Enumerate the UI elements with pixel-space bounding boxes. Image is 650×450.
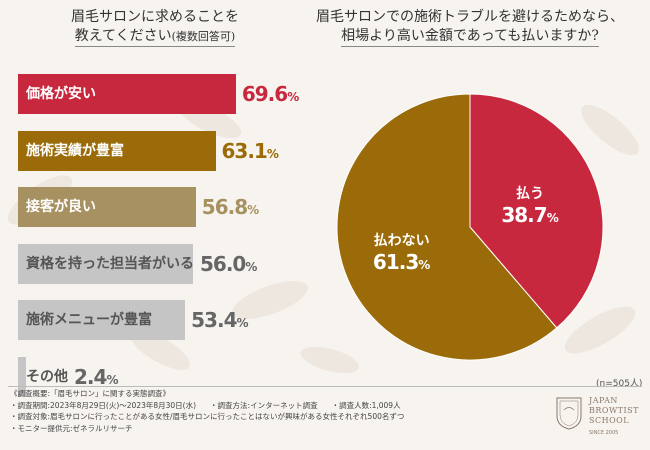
bar-category-label: 資格を持った担当者がいる <box>26 255 194 272</box>
bar-category-label: 施術実績が豊富 <box>26 142 124 159</box>
crest-emblem-icon <box>556 397 582 430</box>
pie-slice-name: 払わない <box>373 233 430 250</box>
pie-slice-value: 38.7% <box>501 202 559 227</box>
left-question-line2: 教えてください <box>74 28 172 44</box>
survey-provider: ・モニター提供元:ゼネラルリサーチ <box>10 423 133 433</box>
right-question-line1: 眉毛サロンでの施術トラブルを避けるためなら、 <box>316 9 624 25</box>
sample-size-note: (n=505人) <box>596 379 643 389</box>
bar-value-label: 2.4% <box>74 364 119 389</box>
pie-slice-name: 払う <box>516 185 545 202</box>
logo-line3: SCHOOL <box>589 416 630 425</box>
left-question: 眉毛サロンに求めることを 教えてください(複数回答可) <box>30 8 280 47</box>
logo-since: SINCE 2005 <box>589 430 619 436</box>
bar <box>18 300 186 340</box>
right-question: 眉毛サロンでの施術トラブルを避けるためなら、 相場より高い金額であっても払います… <box>300 8 640 47</box>
survey-method: ・調査方法:インターネット調査 <box>210 400 318 410</box>
bar <box>18 243 194 284</box>
survey-notes: 《調査概要:「眉毛サロン」に関する実態調査》 ・調査期間:2023年8月29日(… <box>10 388 415 434</box>
pie-slice <box>469 93 604 329</box>
bar-value-label: 56.8% <box>201 195 260 219</box>
pie-chart: 払う 38.7% 払わない 61.3% <box>335 92 605 366</box>
bar <box>18 356 26 397</box>
pie-slice <box>336 93 558 361</box>
bar-value-label: 69.6% <box>241 82 300 106</box>
bar <box>18 187 196 227</box>
left-question-line1: 眉毛サロンに求めることを <box>71 9 239 25</box>
survey-target: ・調査対象:眉毛サロンに行ったことがある女性/眉毛サロンに行ったことはないが興味… <box>10 412 405 421</box>
logo-line2: BROWTIST <box>589 406 639 415</box>
right-question-line2: 相場より高い金額であっても払いますか? <box>341 28 599 47</box>
bar-value-label: 56.0% <box>200 251 258 276</box>
school-logo: JAPAN BROWTIST SCHOOL SINCE 2005 <box>555 392 645 448</box>
survey-period: ・調査期間:2023年8月29日(火)〜2023年8月30日(水) <box>10 400 197 410</box>
bar-value-label: 53.4% <box>191 308 249 332</box>
bar-category-label: 施術メニューが豊富 <box>26 312 152 328</box>
bar <box>18 130 216 171</box>
divider <box>8 386 642 387</box>
pie-slice-label: 払う 38.7% <box>501 183 558 227</box>
logo-line1: JAPAN <box>589 396 618 405</box>
bar-category-label: その他 <box>26 368 68 385</box>
bar-category-label: 接客が良い <box>26 199 96 215</box>
bar-value-label: 63.1% <box>221 138 279 163</box>
bar-category-label: 価格が安い <box>26 86 96 102</box>
survey-people: ・調査人数:1,009人 <box>331 400 401 410</box>
pie-slice-label: 払わない 61.3% <box>373 230 430 274</box>
left-question-note: (複数回答可) <box>171 30 236 43</box>
pie-slice-value: 61.3% <box>372 250 431 275</box>
survey-title: 《調査概要:「眉毛サロン」に関する実態調査》 <box>10 389 171 398</box>
bar <box>18 74 236 114</box>
